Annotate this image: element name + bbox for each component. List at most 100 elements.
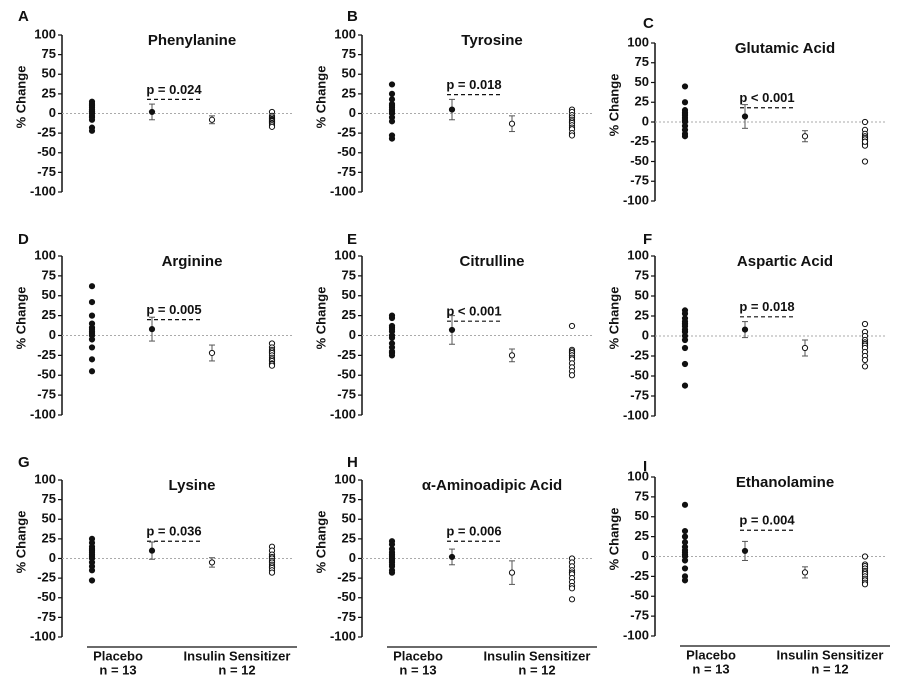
p-value: p < 0.001	[739, 90, 794, 105]
panel-title: Ethanolamine	[736, 474, 834, 491]
x-category-label: Placebo	[93, 648, 143, 663]
y-axis-label: % Change	[13, 287, 28, 350]
y-tick-label: -75	[37, 609, 56, 624]
y-tick-label: -50	[630, 367, 649, 382]
y-tick-label: -75	[37, 164, 56, 179]
panel: D Arginine % Change 100 75 50 25 0 -25 -50 -75 -100…	[13, 231, 294, 421]
p-value: p = 0.006	[446, 524, 501, 539]
y-axis-label: % Change	[313, 66, 328, 129]
p-value: p = 0.036	[146, 524, 201, 539]
mean-point	[148, 547, 156, 554]
y-tick-label: 100	[34, 26, 56, 41]
mean-point	[448, 553, 456, 561]
y-tick-label: 75	[342, 267, 356, 282]
data-point	[681, 557, 689, 564]
data-point	[388, 118, 396, 125]
y-axis-label: % Change	[13, 66, 28, 129]
y-tick-label: 0	[49, 327, 56, 342]
y-tick-label: 0	[49, 550, 56, 565]
y-axis-label: % Change	[606, 508, 621, 571]
y-tick-label: -75	[630, 387, 649, 402]
panel: G Lysine % Change 100 75 50 25 0 -25 -50 -75 -100 p …	[13, 454, 297, 675]
data-point	[861, 553, 869, 560]
data-point	[388, 314, 396, 322]
mean-point	[148, 326, 156, 333]
y-tick-label: 100	[334, 247, 356, 262]
y-tick-label: -25	[337, 125, 356, 140]
y-tick-label: -75	[630, 173, 649, 188]
y-tick-label: -50	[337, 589, 356, 604]
data-point	[681, 344, 689, 352]
data-point	[88, 567, 96, 574]
y-tick-label: 75	[635, 54, 649, 69]
y-tick-label: -75	[337, 387, 356, 402]
y-tick-label: -100	[623, 192, 649, 207]
data-point	[681, 83, 689, 90]
y-tick-label: 25	[42, 307, 56, 322]
mean-point	[801, 133, 809, 140]
panel-title: Citrulline	[459, 253, 524, 270]
n-label: n = 13	[99, 662, 136, 675]
y-tick-label: 100	[334, 471, 356, 486]
y-tick-label: -75	[630, 608, 649, 623]
y-tick-label: 25	[635, 528, 649, 543]
y-axis-label: % Change	[606, 74, 621, 137]
panel-letter: E	[347, 231, 357, 248]
p-value: p = 0.004	[739, 513, 795, 528]
y-tick-label: 100	[34, 247, 56, 262]
panel-letter: B	[347, 8, 358, 25]
y-tick-label: 0	[349, 105, 356, 120]
panel-title: Tyrosine	[461, 32, 522, 49]
panel-title: α-Aminoadipic Acid	[422, 477, 562, 494]
y-tick-label: 25	[342, 307, 356, 322]
y-tick-label: 50	[635, 508, 649, 523]
panel-title: Glutamic Acid	[735, 40, 835, 57]
y-tick-label: -50	[37, 589, 56, 604]
y-tick-label: 0	[349, 550, 356, 565]
panel-letter: D	[18, 231, 29, 248]
panel-letter: I	[643, 458, 647, 475]
data-point	[568, 585, 576, 592]
panel-letter: C	[643, 15, 654, 32]
y-tick-label: -100	[30, 183, 56, 198]
data-point	[681, 501, 689, 508]
mean-point	[208, 559, 216, 566]
y-tick-label: 100	[627, 247, 649, 262]
data-point	[861, 118, 869, 126]
data-point	[861, 158, 869, 165]
data-point	[388, 81, 396, 88]
panel: B Tyrosine % Change 100 75 50 25 0 -25 -50 -75 -100…	[313, 8, 594, 198]
y-tick-label: 75	[42, 491, 56, 506]
data-point	[681, 360, 689, 368]
y-tick-label: -100	[30, 628, 56, 643]
y-tick-label: -100	[330, 406, 356, 421]
y-tick-label: 50	[635, 74, 649, 89]
y-tick-label: 50	[342, 511, 356, 526]
y-tick-label: -75	[337, 164, 356, 179]
x-category-label: Insulin Sensitizer	[484, 648, 591, 663]
y-tick-label: -50	[37, 367, 56, 382]
data-point	[861, 138, 869, 145]
data-point	[388, 569, 396, 576]
n-label: n = 13	[692, 661, 729, 675]
y-tick-label: -100	[623, 627, 649, 642]
y-tick-label: -100	[330, 183, 356, 198]
y-tick-label: -50	[630, 153, 649, 168]
y-tick-label: -100	[30, 406, 56, 421]
data-point	[861, 356, 869, 364]
p-value: p = 0.005	[146, 302, 201, 317]
y-tick-label: 0	[642, 113, 649, 128]
mean-point	[448, 106, 456, 113]
y-tick-label: 25	[342, 85, 356, 100]
x-category-label: Placebo	[393, 648, 443, 663]
mean-point	[208, 349, 216, 357]
data-point	[568, 596, 576, 603]
y-tick-label: -25	[630, 133, 649, 148]
y-tick-label: 25	[42, 85, 56, 100]
y-tick-label: 50	[342, 287, 356, 302]
panel: Hα-Aminoadipic Acid % Change 100 75 50 25 0 -25…	[313, 454, 597, 675]
data-point	[861, 320, 869, 328]
mean-point	[208, 116, 216, 123]
y-tick-label: -75	[337, 609, 356, 624]
